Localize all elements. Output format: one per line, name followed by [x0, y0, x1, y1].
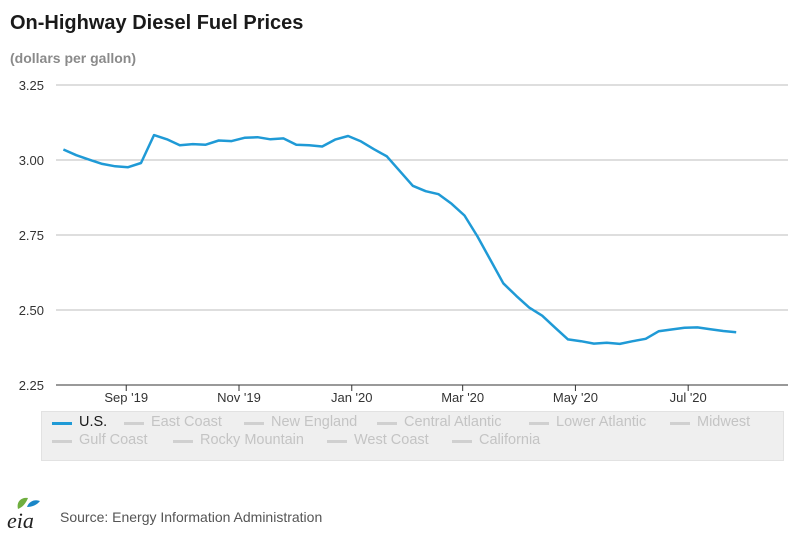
legend-swatch [670, 422, 690, 425]
y-tick-label: 2.25 [19, 378, 44, 393]
x-tick-label: Nov '19 [217, 390, 261, 405]
legend-label: Gulf Coast [79, 432, 148, 448]
series-line-us[interactable] [62, 133, 737, 346]
legend-swatch [377, 422, 397, 425]
legend-swatch [529, 422, 549, 425]
series-layer [62, 133, 737, 346]
x-tick-label: May '20 [553, 390, 598, 405]
y-axis-ticks: 3.25 3.00 2.75 2.50 2.25 [19, 78, 44, 393]
legend-label: New England [271, 414, 358, 430]
x-tick-label: Jul '20 [670, 390, 707, 405]
legend-label: Midwest [697, 414, 751, 430]
legend-swatch [52, 422, 72, 425]
chart-title: On-Highway Diesel Fuel Prices [10, 12, 304, 34]
x-axis: Sep '19 Nov '19 Jan '20 Mar '20 May '20 Jul '… [56, 384, 788, 405]
legend-label: West Coast [354, 432, 429, 448]
legend-swatch [244, 422, 264, 425]
legend-swatch [327, 440, 347, 443]
eia-logo: eia [7, 497, 40, 531]
x-tick-label: Sep '19 [104, 390, 148, 405]
legend-label: California [479, 432, 541, 448]
legend-label: Lower Atlantic [556, 414, 647, 430]
legend-swatch [52, 440, 72, 443]
y-tick-label: 2.50 [19, 303, 44, 318]
logo-leaf-blue [27, 500, 40, 507]
legend-label: U.S. [79, 414, 108, 430]
y-tick-label: 3.00 [19, 153, 44, 168]
legend-swatch [173, 440, 193, 443]
legend: U.S. East Coast New England Central Atlanti… [41, 411, 784, 461]
y-tick-label: 3.25 [19, 78, 44, 93]
y-axis-units: (dollars per gallon) [10, 50, 137, 66]
legend-swatch [124, 422, 144, 425]
gridlines [56, 84, 788, 311]
legend-label: Rocky Mountain [200, 432, 304, 448]
legend-label: Central Atlantic [404, 414, 502, 430]
source-note: Source: Energy Information Administratio… [60, 509, 323, 525]
x-tick-label: Mar '20 [441, 390, 484, 405]
y-tick-label: 2.75 [19, 228, 44, 243]
legend-swatch [452, 440, 472, 443]
x-tick-label: Jan '20 [331, 390, 373, 405]
legend-label: East Coast [151, 414, 222, 430]
logo-leaf-green [17, 497, 28, 509]
logo-text: eia [7, 508, 34, 531]
